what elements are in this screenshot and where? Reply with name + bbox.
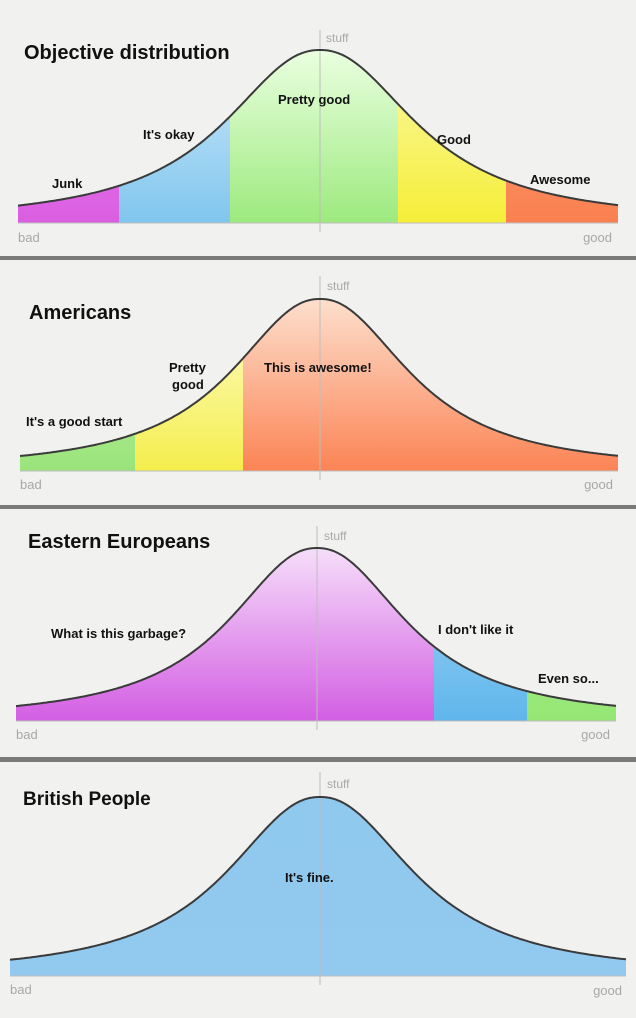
segment-area-3 — [230, 50, 398, 223]
curve-fill — [20, 299, 618, 471]
bell-curve — [9, 796, 627, 961]
segment-area-1 — [10, 797, 626, 976]
panel-title: Eastern Europeans — [28, 531, 210, 553]
bad-label: bad — [10, 982, 32, 997]
segment-label-junk: Junk — [52, 176, 83, 191]
bell-curve — [19, 298, 619, 457]
panel-british-people: stuff bad good British People It's fine. — [9, 772, 627, 998]
segment-label-its-fine: It's fine. — [285, 870, 334, 885]
panel-separator — [0, 505, 636, 509]
good-label: good — [581, 727, 610, 742]
curve-fill — [10, 797, 626, 976]
curve-fill — [16, 548, 616, 721]
panel-title: Objective distribution — [24, 42, 230, 64]
stuff-label: stuff — [327, 279, 350, 293]
good-label: good — [593, 983, 622, 998]
segment-label-this-is-awesome: This is awesome! — [264, 360, 372, 375]
panel-objective-distribution: stuff bad good Objective distribution Ju… — [17, 30, 619, 245]
bell-curve — [15, 547, 617, 708]
panel-separator — [0, 757, 636, 762]
panel-title: Americans — [29, 302, 131, 324]
segment-area-3 — [243, 299, 618, 471]
segment-area-5 — [506, 180, 618, 223]
segment-area-2 — [119, 116, 230, 223]
segment-area-2 — [434, 646, 527, 721]
stuff-label: stuff — [324, 529, 347, 543]
segment-area-1 — [16, 548, 434, 721]
segment-area-1 — [18, 185, 119, 223]
bad-label: bad — [20, 477, 42, 492]
curve-fill — [18, 50, 618, 223]
panel-americans: stuff bad good Americans It's a good sta… — [19, 276, 619, 492]
bad-label: bad — [18, 230, 40, 245]
segment-label-good: Good — [437, 132, 471, 147]
segment-label-pretty-good: Pretty good — [169, 360, 209, 392]
segment-label-its-okay: It's okay — [143, 127, 195, 142]
segment-area-3 — [527, 691, 616, 721]
segment-label-its-a-good-start: It's a good start — [26, 414, 123, 429]
segment-area-4 — [398, 104, 506, 223]
stuff-label: stuff — [327, 777, 350, 791]
segment-label-even-so: Even so... — [538, 671, 599, 686]
bell-curve — [17, 49, 619, 207]
segment-label-what-is-this-garbage: What is this garbage? — [51, 626, 186, 641]
panel-separator — [0, 256, 636, 260]
panel-title: British People — [23, 789, 151, 810]
good-label: good — [584, 477, 613, 492]
segment-label-i-dont-like-it: I don't like it — [438, 622, 514, 637]
good-label: good — [583, 230, 612, 245]
stuff-label: stuff — [326, 31, 349, 45]
panel-eastern-europeans: stuff bad good Eastern Europeans What is… — [15, 526, 617, 742]
segment-label-pretty-good: Pretty good — [278, 92, 350, 107]
segment-label-awesome: Awesome — [530, 172, 590, 187]
bad-label: bad — [16, 727, 38, 742]
